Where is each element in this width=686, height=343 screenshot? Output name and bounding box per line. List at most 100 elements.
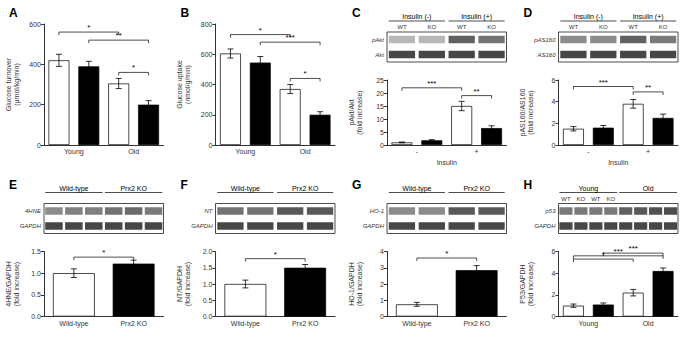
svg-text:(fold increase): (fold increase)	[527, 90, 535, 134]
svg-text:4HNE: 4HNE	[25, 208, 42, 214]
svg-text:5: 5	[380, 129, 384, 136]
svg-text:4: 4	[380, 248, 384, 255]
svg-text:400: 400	[29, 61, 41, 68]
svg-text:0.0: 0.0	[31, 313, 41, 320]
svg-text:GAPDH: GAPDH	[534, 223, 556, 229]
svg-text:1.5: 1.5	[203, 264, 213, 271]
svg-text:KO: KO	[487, 24, 496, 30]
svg-text:(fold increase): (fold increase)	[356, 90, 364, 134]
svg-text:Akt: Akt	[374, 52, 384, 58]
svg-text:1.0: 1.0	[31, 270, 41, 277]
svg-text:(fold increase): (fold increase)	[13, 262, 21, 306]
svg-text:C: C	[352, 6, 361, 20]
svg-text:*: *	[304, 69, 307, 78]
svg-text:Insulin (+): Insulin (+)	[461, 13, 492, 21]
svg-text:GAPDH: GAPDH	[363, 223, 385, 229]
svg-text:200: 200	[201, 111, 213, 118]
svg-text:B: B	[181, 6, 190, 20]
svg-text:1: 1	[380, 297, 384, 304]
svg-text:HO-1: HO-1	[370, 208, 384, 214]
svg-text:E: E	[9, 178, 17, 192]
svg-text:Wild-type: Wild-type	[59, 320, 88, 328]
svg-text:KO: KO	[427, 24, 436, 30]
svg-text:WT: WT	[569, 24, 579, 30]
svg-text:G: G	[352, 178, 361, 192]
svg-text:WT: WT	[561, 196, 571, 202]
svg-text:Prx2 KO: Prx2 KO	[292, 185, 319, 192]
svg-text:2.0: 2.0	[203, 248, 213, 255]
svg-text:4: 4	[552, 270, 556, 277]
svg-text:*: *	[445, 249, 448, 258]
svg-text:P53/GAPDH: P53/GAPDH	[519, 264, 526, 303]
svg-text:KO: KO	[577, 196, 586, 202]
svg-text:F: F	[181, 178, 188, 192]
svg-text:(fold increase): (fold increase)	[527, 262, 535, 306]
svg-text:**: **	[474, 87, 480, 96]
svg-text:2: 2	[380, 281, 384, 288]
svg-text:Insulin (+): Insulin (+)	[633, 13, 664, 21]
svg-text:NT/GAPDH: NT/GAPDH	[176, 266, 183, 302]
svg-text:400: 400	[201, 81, 213, 88]
svg-text:0: 0	[552, 313, 556, 320]
svg-text:-: -	[587, 148, 590, 155]
svg-text:*: *	[259, 26, 262, 35]
svg-text:2: 2	[552, 120, 556, 127]
svg-text:Insulin: Insulin	[437, 159, 457, 166]
svg-text:Wild-type: Wild-type	[231, 185, 260, 193]
svg-text:0.5: 0.5	[203, 297, 213, 304]
svg-text:Wild-type: Wild-type	[402, 320, 431, 328]
svg-text:10: 10	[376, 116, 384, 123]
svg-text:-: -	[416, 148, 419, 155]
svg-text:6: 6	[552, 77, 556, 84]
svg-text:+: +	[646, 148, 650, 155]
svg-text:**: **	[645, 83, 651, 92]
svg-text:0: 0	[552, 142, 556, 149]
svg-text:0.0: 0.0	[203, 313, 213, 320]
svg-text:WT: WT	[629, 24, 639, 30]
svg-text:***: ***	[629, 244, 638, 253]
svg-text:HO-1/GAPDH: HO-1/GAPDH	[348, 262, 355, 306]
svg-text:Old: Old	[643, 185, 654, 192]
svg-text:Old: Old	[300, 148, 311, 155]
svg-text:*: *	[87, 23, 90, 32]
svg-text:D: D	[524, 6, 533, 20]
svg-text:WT: WT	[591, 196, 601, 202]
svg-text:Prx2 KO: Prx2 KO	[120, 185, 147, 192]
svg-text:(μmol/kg/min): (μmol/kg/min)	[13, 63, 21, 106]
svg-text:KO: KO	[599, 24, 608, 30]
svg-text:***: ***	[427, 79, 436, 88]
svg-text:Insulin: Insulin	[608, 159, 628, 166]
svg-text:KO: KO	[606, 196, 615, 202]
svg-text:*: *	[132, 63, 135, 72]
svg-text:pAS160: pAS160	[533, 37, 556, 43]
svg-text:1.0: 1.0	[203, 281, 213, 288]
svg-text:Glucose turnover: Glucose turnover	[5, 57, 12, 111]
svg-text:**: **	[116, 31, 122, 40]
svg-text:NT: NT	[205, 208, 214, 214]
svg-text:Young: Young	[579, 320, 599, 328]
svg-text:WT: WT	[397, 24, 407, 30]
svg-text:600: 600	[29, 21, 41, 28]
svg-text:A: A	[9, 6, 18, 20]
svg-text:200: 200	[29, 101, 41, 108]
svg-text:Prx2 KO: Prx2 KO	[292, 320, 319, 327]
svg-text:WT: WT	[457, 24, 467, 30]
svg-text:600: 600	[201, 51, 213, 58]
svg-text:800: 800	[201, 21, 213, 28]
svg-text:***: ***	[599, 78, 608, 87]
svg-text:Wild-type: Wild-type	[231, 320, 260, 328]
svg-text:(fold increase): (fold increase)	[184, 262, 192, 306]
svg-text:KO: KO	[659, 24, 668, 30]
svg-text:pAS160/AS160: pAS160/AS160	[519, 88, 527, 136]
svg-text:(nmol/g/min): (nmol/g/min)	[184, 65, 192, 104]
svg-text:Prx2 KO: Prx2 KO	[463, 185, 490, 192]
svg-text:Insulin (-): Insulin (-)	[402, 13, 431, 21]
svg-text:Old: Old	[128, 148, 139, 155]
svg-text:*: *	[274, 250, 277, 259]
svg-text:*: *	[102, 248, 105, 257]
svg-text:(fold increase): (fold increase)	[356, 262, 364, 306]
svg-text:pAkt: pAkt	[371, 37, 384, 43]
svg-text:15: 15	[376, 103, 384, 110]
svg-text:4: 4	[552, 98, 556, 105]
svg-text:AS160: AS160	[536, 52, 556, 58]
